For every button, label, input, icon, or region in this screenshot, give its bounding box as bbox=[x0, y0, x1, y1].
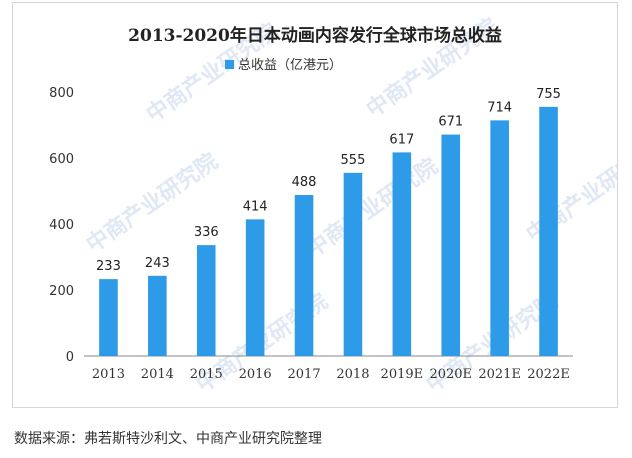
bars: 233 243 336 414 488 555 617 671 714 755 bbox=[96, 87, 561, 356]
bar bbox=[99, 279, 118, 356]
bar-value-label: 555 bbox=[341, 153, 366, 168]
bar-value-label: 755 bbox=[536, 87, 561, 102]
bar-chart: 中商产业研究院中商产业研究院中商产业研究院中商产业研究院中商产业研究院中商产业研… bbox=[49, 13, 617, 398]
x-tick-label: 2014 bbox=[141, 367, 174, 382]
legend-swatch bbox=[225, 60, 234, 69]
x-axis-labels: 2013 2014 2015 2016 2017 2018 2019E 2020E 2021E 2… bbox=[92, 367, 570, 382]
bar-value-label: 671 bbox=[438, 115, 463, 130]
x-tick-label: 2016 bbox=[239, 367, 272, 382]
bar bbox=[343, 172, 363, 356]
x-tick-label: 2019E bbox=[381, 367, 424, 382]
bar-value-label: 243 bbox=[145, 256, 170, 271]
legend-label: 总收益（亿港元） bbox=[238, 58, 342, 73]
watermark-text: 中商产业研究院 bbox=[82, 148, 223, 258]
x-tick-label: 2015 bbox=[190, 367, 223, 382]
watermark-text: 中商产业研究院 bbox=[302, 153, 443, 263]
x-tick-label: 2013 bbox=[92, 367, 125, 382]
bar-value-label: 336 bbox=[194, 225, 219, 240]
bar bbox=[148, 275, 167, 356]
x-tick-label: 2021E bbox=[478, 367, 521, 382]
bar-value-label: 488 bbox=[292, 175, 317, 190]
watermark-text: 中商产业研究院 bbox=[522, 138, 617, 248]
bar-value-label: 617 bbox=[389, 132, 414, 147]
y-tick-label: 0 bbox=[66, 350, 74, 365]
bar-value-label: 414 bbox=[243, 199, 268, 214]
y-axis-ticks: 0 200 400 600 800 bbox=[49, 86, 74, 365]
bar bbox=[490, 120, 509, 356]
y-tick-label: 800 bbox=[49, 86, 74, 101]
bar bbox=[294, 194, 314, 356]
bar bbox=[196, 245, 216, 356]
bar-value-label: 233 bbox=[96, 259, 121, 274]
y-tick-label: 400 bbox=[49, 218, 74, 233]
y-tick-label: 600 bbox=[49, 152, 74, 167]
bar bbox=[392, 152, 412, 356]
chart-frame: 中商产业研究院中商产业研究院中商产业研究院中商产业研究院中商产业研究院中商产业研… bbox=[12, 2, 618, 408]
bar bbox=[245, 219, 265, 356]
source-note: 数据来源：弗若斯特沙利文、中商产业研究院整理 bbox=[14, 431, 322, 447]
bar bbox=[441, 134, 461, 356]
x-tick-label: 2022E bbox=[527, 367, 570, 382]
bar-value-label: 714 bbox=[487, 100, 512, 115]
legend: 总收益（亿港元） bbox=[225, 58, 342, 73]
x-tick-label: 2020E bbox=[429, 367, 472, 382]
x-tick-label: 2018 bbox=[336, 367, 369, 382]
chart-title: 2013-2020年日本动画内容发行全球市场总收益 bbox=[128, 25, 502, 46]
bar bbox=[539, 106, 558, 356]
x-tick-label: 2017 bbox=[288, 367, 321, 382]
y-tick-label: 200 bbox=[49, 284, 74, 299]
